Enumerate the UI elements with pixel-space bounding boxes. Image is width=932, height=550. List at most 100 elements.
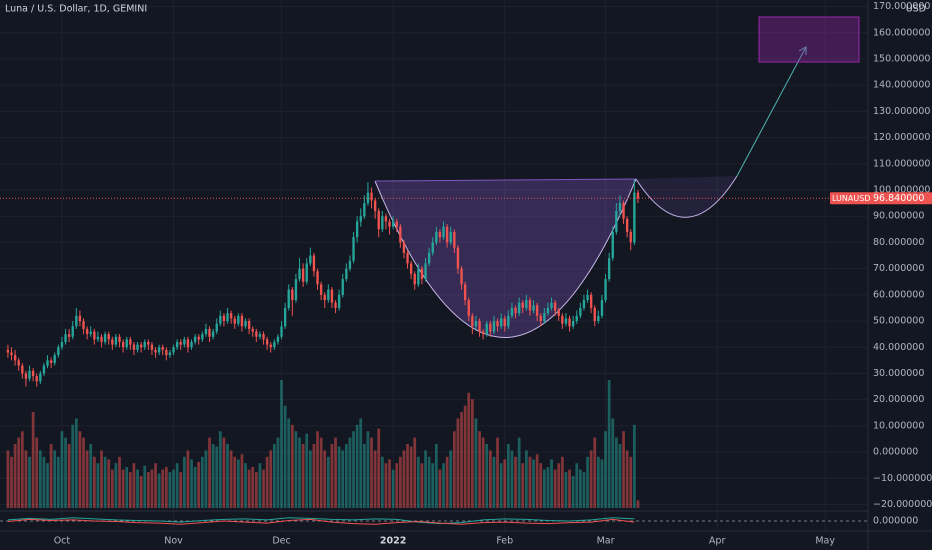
candle-body <box>438 231 442 238</box>
candle-body <box>327 289 330 301</box>
candle-body <box>114 336 118 345</box>
volume-bar <box>244 463 247 508</box>
candle-body <box>60 342 64 348</box>
candle-body <box>615 210 618 232</box>
volume-bar <box>532 459 535 508</box>
volume-bar <box>348 437 352 508</box>
volume-bar <box>373 450 377 508</box>
volume-bar <box>17 437 21 508</box>
currency-label[interactable]: USD <box>906 4 926 15</box>
indicator-tick-label: 0.000000 <box>873 516 918 527</box>
candle-body <box>319 284 323 295</box>
candle-body <box>255 331 258 337</box>
candle-body <box>424 263 427 280</box>
volume-bar <box>560 456 564 508</box>
price-pane <box>0 179 868 387</box>
candle-body <box>28 370 31 379</box>
candle-body <box>24 373 28 379</box>
candle-body <box>622 203 625 219</box>
y-tick-label: 30.000000 <box>873 368 924 379</box>
candle-body <box>521 302 524 308</box>
candle-body <box>503 318 506 327</box>
candle-body <box>499 318 503 327</box>
volume-bar <box>110 469 114 508</box>
volume-bar <box>208 437 211 508</box>
candle-body <box>435 231 438 243</box>
volume-bar <box>384 463 388 508</box>
candle-body <box>316 271 319 285</box>
volume-bar <box>31 412 35 508</box>
candle-body <box>208 328 211 337</box>
candle-body <box>543 313 546 322</box>
candle-body <box>557 310 560 316</box>
volume-bar <box>20 431 24 508</box>
x-tick-label: Nov <box>164 536 183 547</box>
candle-body <box>600 300 604 316</box>
candle-body <box>71 326 74 337</box>
candle-body <box>636 192 640 199</box>
candle-body <box>402 242 406 253</box>
volume-bar <box>510 450 514 508</box>
volume-bar <box>398 456 402 508</box>
arrow-head <box>798 46 807 55</box>
candle-body <box>312 255 316 272</box>
target-arrow <box>736 46 807 177</box>
volume-bar <box>355 424 359 508</box>
candle-body <box>485 323 488 335</box>
price-tag <box>830 192 932 205</box>
y-tick-label: 140.000000 <box>873 80 930 91</box>
volume-bar <box>593 437 597 508</box>
candle-body <box>355 221 359 238</box>
candle-body <box>132 344 136 350</box>
indicator-pane <box>0 517 868 525</box>
volume-bar <box>236 459 240 508</box>
volume-bar <box>60 431 64 508</box>
volume-bar <box>211 444 215 508</box>
y-tick-label: 40.000000 <box>873 342 924 353</box>
volume-bar <box>337 446 341 508</box>
candle-body <box>17 360 20 366</box>
candle-body <box>388 221 391 227</box>
volume-bar <box>542 469 546 508</box>
volume-bar <box>359 418 363 508</box>
candle-body <box>226 313 229 322</box>
volume-bar <box>193 467 197 508</box>
volume-bar <box>625 450 629 508</box>
candle-body <box>143 342 146 348</box>
y-tick-label: 100.000000 <box>873 185 930 196</box>
candle-body <box>478 321 481 332</box>
candle-body <box>150 344 154 350</box>
candle-body <box>370 192 373 201</box>
volume-bar <box>499 463 503 508</box>
candle-body <box>31 370 35 377</box>
volume-bar <box>467 392 471 508</box>
candle-body <box>579 307 582 316</box>
volume-bar <box>265 456 269 508</box>
candle-body <box>507 315 510 327</box>
volume-bar <box>128 472 132 508</box>
candle-body <box>247 321 251 329</box>
volume-bar <box>578 469 582 508</box>
candle-body <box>593 307 596 322</box>
volume-bar <box>56 456 60 508</box>
volume-bar <box>6 450 10 508</box>
volume-bar <box>402 450 406 508</box>
volume-bar <box>114 463 118 508</box>
x-tick-label: Apr <box>709 536 726 547</box>
volume-bar <box>197 461 201 508</box>
candle-body <box>186 339 190 348</box>
candle-body <box>471 315 474 327</box>
candle-body <box>431 242 434 253</box>
volume-bar <box>172 469 175 508</box>
volume-bar <box>204 450 208 508</box>
candle-body <box>492 321 496 332</box>
candle-body <box>420 268 424 280</box>
candle-body <box>474 321 478 327</box>
candle-body <box>309 255 312 264</box>
volume-bar <box>150 469 154 508</box>
volume-bar <box>596 456 600 508</box>
volume-bar <box>74 418 78 508</box>
volume-bar <box>294 431 298 508</box>
volume-bar <box>200 456 204 508</box>
y-tick-label: 130.000000 <box>873 106 930 117</box>
